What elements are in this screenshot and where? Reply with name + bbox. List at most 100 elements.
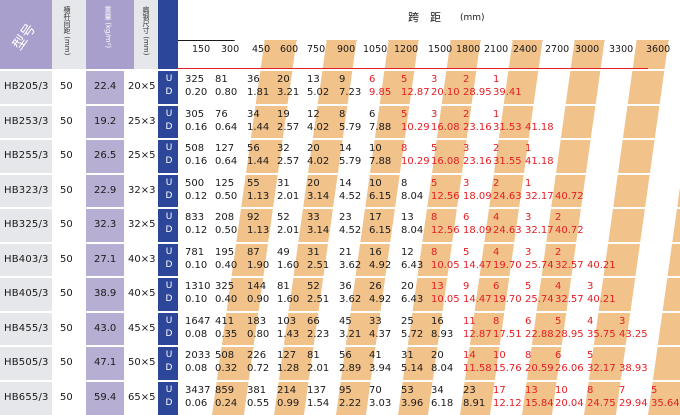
d-value: 0.10 <box>185 259 208 271</box>
u-value: 1 <box>525 143 532 154</box>
weight-value: 22.4 <box>94 81 117 92</box>
span-header-3600: 3600 <box>646 44 671 55</box>
u-value: 4 <box>493 246 500 258</box>
d-value: 32.57 <box>555 294 584 305</box>
u-value: 859 <box>215 384 235 396</box>
model-name: HB253/3 <box>4 115 49 127</box>
d-value: 2.57 <box>277 156 300 167</box>
u-value: 10 <box>369 177 382 189</box>
u-value: 25 <box>401 315 414 327</box>
u-value: 5 <box>431 177 438 189</box>
u-value: 31 <box>277 177 290 189</box>
model-name: HB505/3 <box>4 357 49 368</box>
u-value: 103 <box>277 315 297 327</box>
d-value: 3.03 <box>369 397 392 409</box>
d-value: 1.54 <box>307 397 330 409</box>
d-value: 3.96 <box>401 397 424 409</box>
d-value: 0.50 <box>215 190 238 202</box>
span-header-3300: 3300 <box>609 44 634 55</box>
d-value: 0.40 <box>215 259 238 271</box>
d-value: 5.79 <box>339 121 362 133</box>
u-value: 34 <box>431 384 444 396</box>
d-value: 16.08 <box>431 121 460 133</box>
u-value: 10 <box>555 384 568 396</box>
model-header-bg <box>0 0 52 70</box>
flat-value: 40×3 <box>128 253 156 265</box>
u-value: 144 <box>247 281 267 292</box>
u-value: 833 <box>185 212 205 223</box>
d-value: 20.04 <box>555 397 584 409</box>
span-header-1200: 1200 <box>394 44 419 55</box>
d-value: 1.60 <box>277 259 300 271</box>
u-value: 3 <box>525 212 532 223</box>
d-label: D <box>165 259 173 270</box>
d-value: 38.93 <box>619 363 648 374</box>
u-value: 32 <box>277 143 290 154</box>
d-value: 32.57 <box>555 259 584 271</box>
d-value: 2.89 <box>339 363 362 374</box>
d-value: 40.72 <box>555 190 584 202</box>
d-label: D <box>165 363 173 373</box>
d-value: 32.17 <box>525 225 554 236</box>
d-value: 0.32 <box>215 363 238 374</box>
d-value: 40.21 <box>587 294 616 305</box>
u-value: 53 <box>401 384 414 396</box>
span-header-2400: 2400 <box>513 44 538 55</box>
d-value: 24.63 <box>493 190 522 202</box>
u-value: 49 <box>277 246 290 258</box>
d-value: 2.01 <box>277 225 300 236</box>
u-value: 1310 <box>185 281 211 292</box>
d-value: 5.72 <box>401 328 424 340</box>
d-value: 23.16 <box>463 156 492 167</box>
d-value: 41.18 <box>525 156 554 167</box>
u-value: 92 <box>247 212 260 223</box>
u-value: 45 <box>339 315 352 327</box>
d-value: 4.37 <box>369 328 392 340</box>
d-value: 0.50 <box>215 225 238 236</box>
u-value: 3 <box>587 281 594 292</box>
flat-value: 32×3 <box>128 184 156 196</box>
u-value: 14 <box>339 143 352 154</box>
model-name: HB255/3 <box>4 150 49 161</box>
d-value: 5.79 <box>339 156 362 167</box>
u-value: 26 <box>369 281 382 292</box>
d-value: 14.47 <box>463 294 492 305</box>
d-value: 6.15 <box>369 225 392 236</box>
u-value: 20 <box>401 281 414 292</box>
d-value: 8.91 <box>463 397 486 409</box>
u-value: 52 <box>277 212 290 223</box>
u-value: 4 <box>555 281 562 292</box>
u-value: 36 <box>247 74 260 85</box>
u-value: 325 <box>185 74 205 85</box>
u-value: 20 <box>307 177 320 189</box>
d-value: 3.94 <box>369 363 392 374</box>
u-value: 5 <box>401 74 408 85</box>
row-separator <box>0 207 680 209</box>
u-value: 325 <box>215 281 235 292</box>
d-value: 12.87 <box>463 328 492 340</box>
weight-value: 59.4 <box>94 391 117 403</box>
model-name: HB405/3 <box>4 288 49 299</box>
d-value: 29.94 <box>619 397 648 409</box>
span-header-450: 450 <box>252 44 271 55</box>
span-header-750: 750 <box>307 44 326 55</box>
d-value: 8.04 <box>401 190 424 202</box>
u-value: 2 <box>463 108 470 120</box>
d-value: 7.88 <box>369 121 392 133</box>
d-value: 28.95 <box>555 328 584 340</box>
d-value: 18.09 <box>463 190 492 202</box>
weight-header-bg <box>86 0 134 70</box>
d-value: 3.14 <box>307 190 330 202</box>
u-value: 16 <box>369 246 382 258</box>
d-value: 1.60 <box>277 294 300 305</box>
span-header-1800: 1800 <box>456 44 481 55</box>
row-separator <box>0 138 680 140</box>
row-separator <box>0 103 680 106</box>
u-value: 2 <box>555 246 562 258</box>
u-value: 127 <box>215 143 235 154</box>
u-value: 16 <box>431 315 444 327</box>
d-value: 0.12 <box>185 190 208 202</box>
u-value: 21 <box>339 246 352 258</box>
d-label: D <box>165 294 173 304</box>
d-value: 24.75 <box>587 397 616 409</box>
